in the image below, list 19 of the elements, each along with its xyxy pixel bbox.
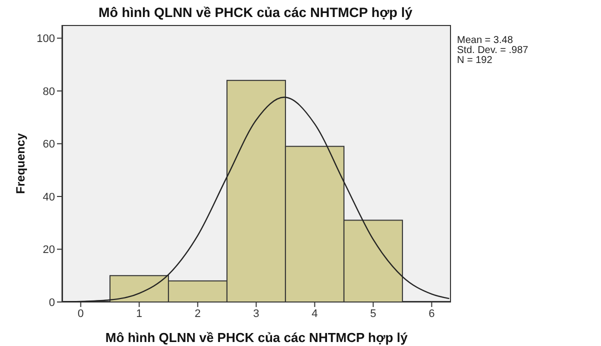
y-tick-label: 100 — [36, 33, 55, 46]
y-tick-label: 60 — [42, 138, 55, 151]
x-tick-label: 2 — [194, 308, 201, 320]
y-tick-label: 80 — [42, 86, 55, 98]
text: Mean = 3.48 — [457, 35, 514, 46]
x-tick-label: 5 — [370, 308, 376, 320]
y-tick-label: 40 — [42, 191, 55, 204]
y-tick-label: 20 — [42, 244, 55, 256]
x-tick-label: 4 — [312, 308, 318, 320]
y-tick-label: 0 — [48, 296, 55, 309]
chart-title: Mô hình QLNN về PHCK của các NHTMCP hợp lý — [98, 5, 414, 20]
x-tick-label: 6 — [428, 308, 435, 320]
text: N = 192 — [457, 55, 494, 66]
text: Std. Dev. = .987 — [457, 45, 528, 56]
y-axis-title: Frequency — [13, 132, 28, 194]
x-tick-label: 1 — [136, 308, 142, 320]
x-axis-title: Mô hình QLNN về PHCK của các NHTMCP hợp lý — [105, 330, 408, 345]
x-tick-label: 3 — [253, 308, 260, 320]
x-tick-label: 0 — [78, 308, 84, 320]
